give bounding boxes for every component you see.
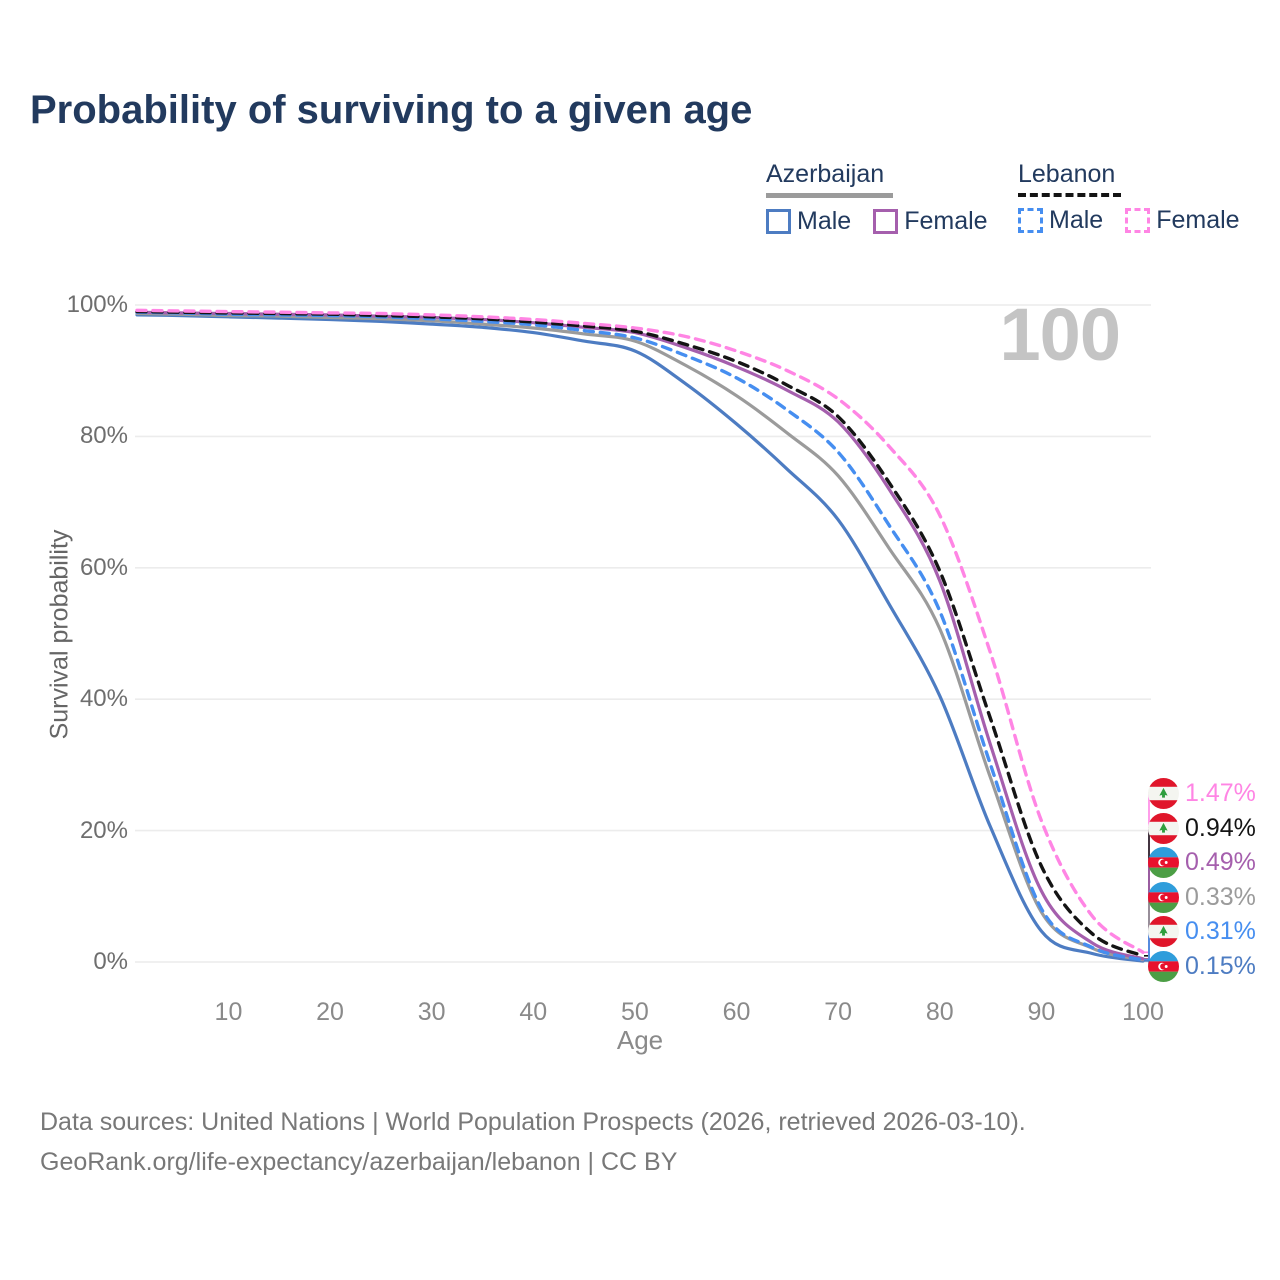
legend: Azerbaijan Male Female Lebanon Male — [0, 160, 1280, 250]
flag-azerbaijan-icon — [1148, 846, 1179, 878]
legend-swatch-icon — [766, 209, 791, 234]
end-value-label: 0.49% — [1185, 847, 1256, 876]
flag-lebanon-icon — [1148, 777, 1179, 809]
legend-swatch-icon — [873, 209, 899, 234]
series-line-az-total[interactable] — [135, 311, 1145, 962]
end-value-label: 0.94% — [1185, 813, 1256, 842]
attribution-link-text[interactable]: GeoRank.org/life-expectancy/azerbaijan/l… — [40, 1148, 678, 1176]
series-line-az-female[interactable] — [135, 310, 1145, 961]
legend-group-azerbaijan: Azerbaijan Male Female — [766, 160, 1010, 236]
legend-item-label: Male — [797, 207, 852, 235]
x-tick-label: 80 — [925, 998, 954, 1026]
legend-underline-azerbaijan — [766, 193, 893, 198]
series-line-lb-male[interactable] — [135, 310, 1145, 962]
legend-swatch-icon — [1018, 208, 1043, 233]
y-tick-label: 60% — [79, 553, 128, 581]
x-tick-label: 70 — [824, 998, 853, 1026]
x-tick-label: 40 — [519, 998, 548, 1026]
flag-lebanon-icon — [1148, 915, 1179, 947]
x-tick-label: 20 — [316, 998, 344, 1026]
end-label-row-az-male[interactable]: 0.15% — [1148, 949, 1256, 983]
age-counter-watermark: 100 — [999, 293, 1121, 376]
y-tick-label: 0% — [93, 948, 128, 975]
x-axis-title: Age — [616, 1025, 664, 1055]
legend-item-lebanon-female[interactable]: Female — [1125, 206, 1240, 235]
end-label-row-lb-female[interactable]: 1.47% — [1148, 776, 1256, 810]
x-tick-label: 60 — [722, 998, 751, 1026]
x-tick-label: 30 — [417, 998, 446, 1026]
x-tick-label: 100 — [1122, 998, 1164, 1026]
y-tick-label: 20% — [79, 816, 128, 844]
legend-item-label: Male — [1049, 206, 1104, 234]
series-line-az-male[interactable] — [135, 313, 1145, 963]
end-label-row-az-female[interactable]: 0.49% — [1148, 845, 1256, 879]
legend-group-lebanon: Lebanon Male Female — [1018, 160, 1262, 235]
x-tick-label: 10 — [214, 998, 243, 1026]
flag-lebanon-icon — [1148, 812, 1179, 844]
series-line-lb-total[interactable] — [135, 309, 1145, 958]
flag-azerbaijan-icon — [1148, 881, 1179, 913]
end-value-label: 1.47% — [1185, 778, 1256, 807]
data-sources-text: Data sources: United Nations | World Pop… — [40, 1108, 1026, 1136]
legend-country-label[interactable]: Azerbaijan — [766, 160, 885, 188]
end-value-label: 0.33% — [1185, 882, 1256, 911]
flag-azerbaijan-icon — [1148, 950, 1179, 982]
legend-item-azerbaijan-female[interactable]: Female — [873, 207, 988, 236]
x-tick-label: 90 — [1027, 998, 1056, 1026]
y-tick-label: 100% — [66, 291, 128, 318]
end-label-row-az-total[interactable]: 0.33% — [1148, 880, 1256, 914]
y-tick-label: 80% — [79, 422, 128, 450]
end-label-row-lb-male[interactable]: 0.31% — [1148, 914, 1256, 948]
y-tick-label: 40% — [79, 685, 128, 713]
legend-item-label: Female — [904, 207, 988, 235]
series-line-lb-female[interactable] — [135, 308, 1145, 954]
legend-item-label: Female — [1156, 206, 1240, 234]
end-label-row-lb-total[interactable]: 0.94% — [1148, 811, 1256, 845]
legend-country-label[interactable]: Lebanon — [1018, 160, 1116, 188]
legend-item-lebanon-male[interactable]: Male — [1018, 206, 1103, 235]
page-title: Probability of surviving to a given age — [30, 88, 753, 132]
legend-item-azerbaijan-male[interactable]: Male — [766, 207, 851, 236]
end-value-label: 0.15% — [1185, 951, 1256, 980]
x-tick-label: 50 — [621, 998, 649, 1026]
legend-swatch-icon — [1125, 208, 1151, 233]
legend-underline-lebanon — [1018, 193, 1121, 197]
y-axis-title: Survival probability — [45, 529, 74, 740]
end-value-label: 0.31% — [1185, 916, 1256, 945]
